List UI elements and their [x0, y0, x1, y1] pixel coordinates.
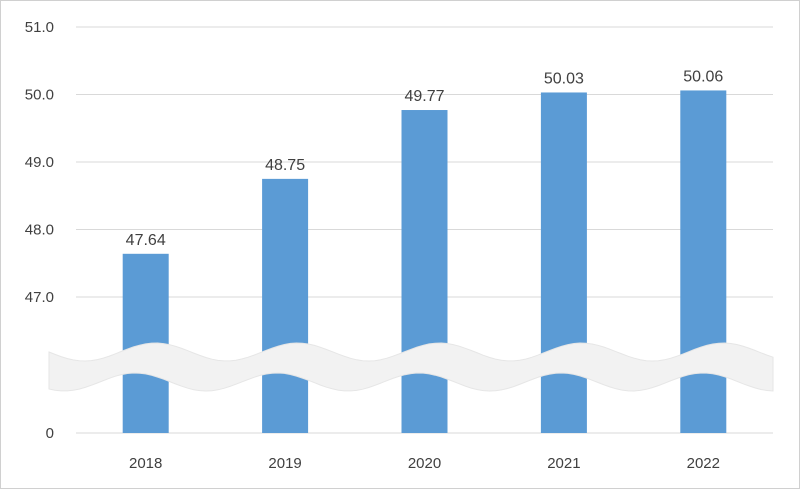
data-label: 47.64 — [126, 232, 166, 249]
bar-2021 — [540, 92, 587, 433]
x-tick-label: 2021 — [547, 455, 580, 472]
axis-break-band — [48, 342, 774, 392]
y-tick-labels: 51.0 50.0 49.0 48.0 47.0 0 — [25, 19, 54, 442]
bars — [122, 90, 727, 434]
data-label: 50.06 — [683, 68, 723, 85]
x-tick-labels: 2018 2019 2020 2021 2022 — [129, 455, 720, 472]
y-tick-label: 50.0 — [25, 87, 54, 104]
bar-2022 — [680, 90, 727, 433]
y-tick-label: 0 — [46, 425, 54, 442]
data-label: 50.03 — [544, 70, 584, 87]
bar-2019 — [262, 178, 309, 433]
x-tick-label: 2020 — [408, 455, 441, 472]
y-tick-label: 51.0 — [25, 19, 54, 36]
y-tick-label: 47.0 — [25, 289, 54, 306]
x-tick-label: 2019 — [268, 455, 301, 472]
axis-break — [48, 342, 774, 392]
y-tick-label: 49.0 — [25, 154, 54, 171]
x-tick-label: 2018 — [129, 455, 162, 472]
bar-2020 — [401, 110, 448, 434]
data-labels: 47.64 48.75 49.77 50.03 50.06 — [126, 68, 724, 248]
y-tick-label: 48.0 — [25, 222, 54, 239]
data-label: 49.77 — [404, 88, 444, 105]
x-tick-label: 2022 — [687, 455, 720, 472]
data-label: 48.75 — [265, 157, 305, 174]
